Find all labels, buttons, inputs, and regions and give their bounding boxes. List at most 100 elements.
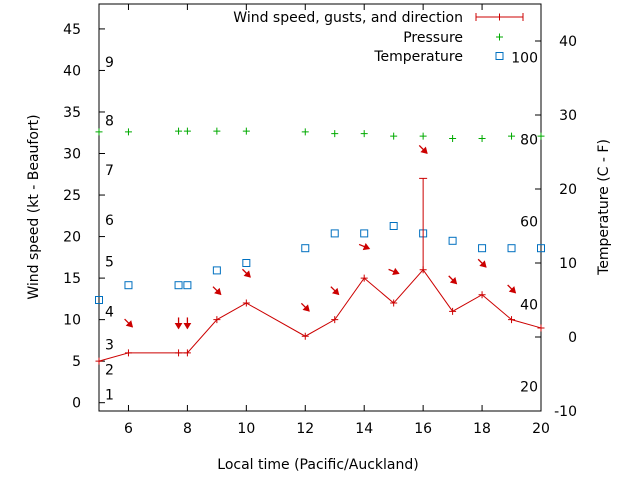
wind-speed-point — [95, 357, 103, 365]
axes: 6 8 10 12 14 16 18 20051015202530354045-1001020… — [63, 3, 577, 437]
fahrenheit-label: 80 — [520, 132, 538, 148]
fahrenheit-label: 20 — [520, 380, 538, 396]
y-right-tick-label: 30 — [559, 108, 577, 124]
pressure-point — [242, 127, 250, 135]
y-right-tick-label: 40 — [559, 34, 577, 50]
temperature-point — [183, 281, 192, 290]
y-left-tick-label: 0 — [72, 396, 81, 412]
wind-speed-point — [508, 316, 516, 324]
temperature-point — [537, 244, 545, 253]
temperature-point — [478, 244, 487, 253]
beaufort-label: 5 — [105, 254, 114, 270]
wind-direction-arrowhead — [125, 320, 134, 328]
wind-direction-arrowhead — [508, 286, 517, 294]
temperature-series — [95, 222, 545, 304]
wind-direction-arrowhead — [479, 260, 487, 268]
beaufort-label: 2 — [105, 362, 114, 378]
temperature-point — [242, 259, 251, 267]
wind-direction-arrowhead — [362, 242, 371, 251]
fahrenheit-label: 100 — [511, 50, 538, 66]
legend-swatch-temperature — [495, 52, 504, 60]
wind-direction-arrowhead — [302, 304, 310, 312]
wind-speed-point — [390, 299, 398, 307]
temperature-point — [301, 244, 310, 253]
fahrenheit-label: 60 — [520, 215, 538, 231]
wind-speed-point — [183, 349, 191, 357]
beaufort-label: 3 — [105, 338, 114, 354]
wind-speed-point — [213, 316, 221, 324]
y-right-tick-label: 0 — [568, 330, 577, 346]
pressure-point — [360, 130, 368, 138]
temperature-point — [448, 236, 457, 245]
pressure-series — [95, 127, 545, 143]
pressure-point — [478, 135, 486, 143]
wind-series — [95, 177, 545, 365]
y-left-tick-label: 15 — [63, 271, 81, 287]
y-left-tick-label: 25 — [63, 188, 81, 204]
beaufort-label: 1 — [105, 387, 114, 403]
plot-frame — [98, 3, 542, 412]
y-left-tick-label: 45 — [63, 22, 81, 38]
wind-speed-point — [124, 349, 132, 357]
legend-label: Pressure — [403, 30, 463, 46]
pressure-point — [124, 128, 132, 136]
pressure-point — [175, 127, 183, 135]
pressure-point — [331, 130, 339, 138]
y-axis-label-right: Temperature (C - F) — [596, 139, 612, 276]
pressure-point — [449, 135, 457, 143]
y-left-tick-label: 30 — [63, 147, 81, 163]
x-tick-label: 16 — [414, 421, 432, 437]
temperature-point — [360, 229, 369, 238]
wind-speed-point — [301, 332, 309, 340]
legend-swatch-wind — [475, 13, 524, 21]
wind-direction-arrowhead — [243, 270, 251, 278]
beaufort-label: 4 — [105, 304, 114, 320]
wind-speed-point — [537, 324, 545, 332]
y-left-tick-label: 5 — [72, 354, 81, 370]
pressure-point — [301, 128, 309, 136]
temperature-point — [507, 244, 516, 253]
wind-gust-bar — [419, 177, 428, 270]
beaufort-label: 6 — [105, 213, 114, 229]
y-axis-label-left: Wind speed (kt - Beaufort) — [26, 114, 42, 299]
wind-direction-arrowhead — [449, 277, 458, 285]
beaufort-label: 7 — [105, 163, 114, 179]
legend: Wind speed, gusts, and direction Pressure… — [233, 10, 524, 65]
fahrenheit-label: 40 — [520, 297, 538, 313]
x-tick-label: 14 — [355, 421, 373, 437]
wind-speed-point — [449, 307, 457, 315]
wind-speed-point — [331, 316, 339, 324]
y-left-tick-label: 10 — [63, 313, 81, 329]
pressure-point — [390, 132, 398, 140]
pressure-point — [537, 132, 545, 140]
legend-swatch-pressure — [496, 33, 503, 41]
pressure-point — [508, 132, 516, 140]
x-axis-label: Local time (Pacific/Auckland) — [217, 457, 418, 473]
legend-label: Wind speed, gusts, and direction — [233, 10, 463, 26]
temperature-point — [212, 266, 221, 275]
y-right-tick-label: -10 — [554, 404, 577, 420]
wind-direction-arrows — [124, 145, 517, 330]
beaufort-label: 8 — [105, 113, 114, 129]
temperature-point — [330, 229, 339, 238]
wind-direction-arrowhead — [214, 287, 222, 296]
x-tick-label: 6 — [124, 421, 133, 437]
wind-direction-arrowhead — [174, 322, 183, 330]
y-left-tick-label: 20 — [63, 230, 81, 246]
temperature-point — [95, 296, 103, 304]
wind-direction-arrowhead — [392, 267, 400, 276]
temperature-point — [124, 281, 133, 290]
wind-direction-arrowhead — [420, 146, 428, 154]
y-left-tick-label: 40 — [63, 63, 81, 79]
pressure-point — [95, 128, 103, 136]
pressure-point — [419, 132, 427, 140]
x-tick-label: 12 — [296, 421, 314, 437]
wind-speed-point — [478, 291, 486, 299]
x-tick-label: 18 — [473, 421, 491, 437]
x-tick-label: 10 — [237, 421, 255, 437]
y-right-tick-label: 20 — [559, 182, 577, 198]
temperature-point — [174, 281, 183, 290]
y-right-tick-label: 10 — [559, 256, 577, 272]
temperature-point — [389, 222, 398, 230]
